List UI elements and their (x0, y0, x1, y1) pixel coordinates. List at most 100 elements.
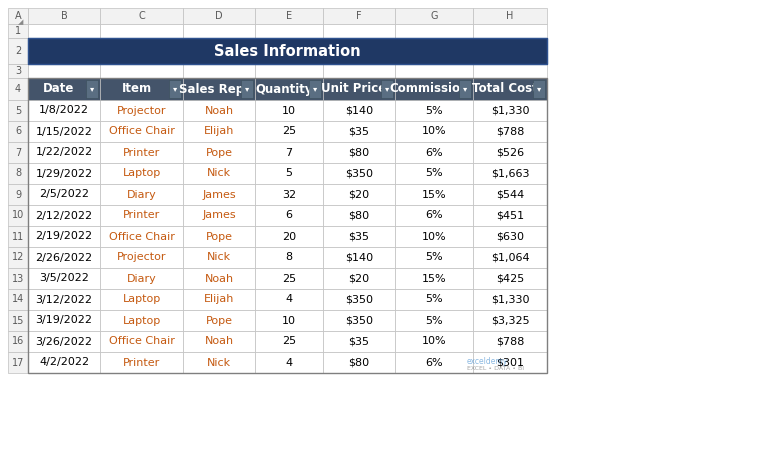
Text: ◢: ◢ (18, 19, 23, 25)
Bar (323, 121, 395, 142)
Bar (395, 331, 473, 352)
Text: Total Cost: Total Cost (472, 83, 538, 95)
Text: Nick: Nick (207, 358, 231, 368)
Text: 5%: 5% (425, 294, 443, 304)
Bar (473, 268, 547, 289)
Bar (241, 80, 253, 98)
Text: Laptop: Laptop (123, 294, 160, 304)
Bar (473, 310, 547, 331)
Text: James: James (202, 190, 235, 200)
Bar (8, 247, 28, 268)
Bar (8, 310, 28, 331)
Bar (28, 121, 100, 142)
Text: 17: 17 (12, 358, 25, 368)
Text: 13: 13 (12, 274, 24, 284)
Bar (473, 247, 547, 268)
Text: Projector: Projector (117, 105, 166, 115)
Text: 1: 1 (15, 26, 21, 36)
Text: $425: $425 (496, 274, 524, 284)
Text: 10: 10 (12, 210, 24, 220)
Bar (395, 64, 473, 78)
Bar (8, 331, 28, 352)
Text: Laptop: Laptop (123, 169, 160, 179)
Bar (8, 268, 28, 289)
Bar (100, 8, 183, 24)
Text: 10%: 10% (422, 231, 446, 241)
Text: Commission: Commission (390, 83, 469, 95)
Bar (395, 78, 473, 100)
Text: 2: 2 (15, 46, 21, 56)
Text: Nick: Nick (207, 253, 231, 263)
Bar (183, 24, 255, 38)
Bar (28, 142, 100, 163)
Text: Printer: Printer (123, 148, 160, 158)
Bar (100, 331, 183, 352)
Bar (183, 78, 255, 100)
Text: 6: 6 (285, 210, 292, 220)
Text: 4: 4 (285, 358, 292, 368)
Text: 6%: 6% (425, 358, 443, 368)
Bar (395, 24, 473, 38)
Text: 5%: 5% (425, 253, 443, 263)
Text: Office Chair: Office Chair (109, 126, 174, 136)
Text: 8: 8 (15, 169, 21, 179)
Bar (183, 163, 255, 184)
Text: Unit Price: Unit Price (321, 83, 387, 95)
Text: Pope: Pope (206, 231, 232, 241)
Bar (8, 78, 28, 100)
Text: 32: 32 (282, 190, 296, 200)
Text: ▾: ▾ (90, 85, 94, 94)
Text: B: B (61, 11, 67, 21)
Text: Elijah: Elijah (204, 294, 234, 304)
Bar (183, 268, 255, 289)
Bar (183, 142, 255, 163)
Bar (183, 121, 255, 142)
Bar (473, 78, 547, 100)
Text: 16: 16 (12, 336, 24, 346)
Bar (100, 142, 183, 163)
Text: Printer: Printer (123, 210, 160, 220)
Text: Pope: Pope (206, 315, 232, 325)
Text: $630: $630 (496, 231, 524, 241)
Text: Diary: Diary (127, 190, 156, 200)
Bar (473, 226, 547, 247)
Bar (8, 184, 28, 205)
Text: 10: 10 (282, 105, 296, 115)
Text: D: D (216, 11, 222, 21)
Bar (183, 226, 255, 247)
Bar (183, 38, 255, 64)
Text: $80: $80 (348, 210, 370, 220)
Bar (323, 289, 395, 310)
Bar (8, 64, 28, 78)
Text: ▾: ▾ (173, 85, 177, 94)
Text: Noah: Noah (205, 336, 234, 346)
Bar (473, 289, 547, 310)
Text: $80: $80 (348, 358, 370, 368)
Bar (255, 205, 323, 226)
Text: 4: 4 (15, 84, 21, 94)
Text: ▾: ▾ (313, 85, 317, 94)
Text: 6: 6 (15, 126, 21, 136)
Bar (395, 38, 473, 64)
Text: $20: $20 (348, 274, 370, 284)
Bar (100, 64, 183, 78)
Text: $20: $20 (348, 190, 370, 200)
Text: James: James (202, 210, 235, 220)
Bar (255, 8, 323, 24)
Bar (255, 142, 323, 163)
Bar (395, 8, 473, 24)
Text: 10%: 10% (422, 126, 446, 136)
Text: 1/8/2022: 1/8/2022 (39, 105, 89, 115)
Bar (255, 289, 323, 310)
Bar (395, 205, 473, 226)
Text: Projector: Projector (117, 253, 166, 263)
Bar (323, 24, 395, 38)
Bar (28, 38, 547, 64)
Text: $35: $35 (348, 126, 370, 136)
Bar (255, 78, 323, 100)
Bar (8, 205, 28, 226)
Text: 3/12/2022: 3/12/2022 (35, 294, 93, 304)
Text: $35: $35 (348, 231, 370, 241)
Text: 12: 12 (12, 253, 25, 263)
Bar (473, 100, 547, 121)
